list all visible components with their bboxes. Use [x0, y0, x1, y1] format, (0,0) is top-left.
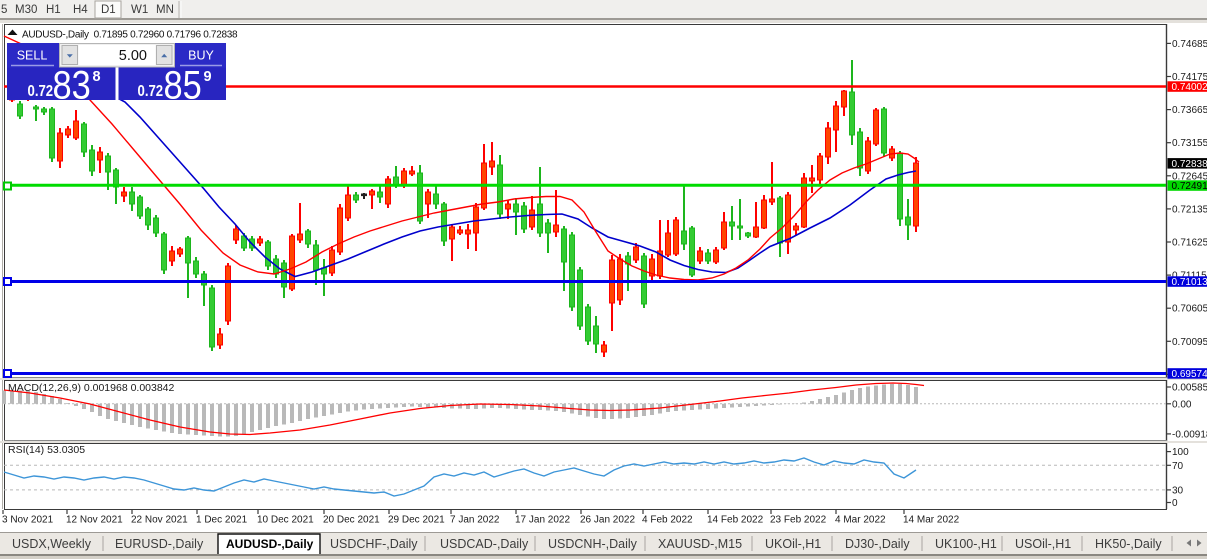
svg-text:RSI(14) 53.0305: RSI(14) 53.0305 [8, 444, 85, 456]
svg-text:20 Dec 2021: 20 Dec 2021 [323, 515, 380, 526]
svg-text:USDX,Weekly: USDX,Weekly [12, 537, 92, 551]
svg-text:AUDUSD-,Daily: AUDUSD-,Daily [226, 537, 314, 551]
svg-text:EURUSD-,Daily: EURUSD-,Daily [115, 537, 204, 551]
svg-text:0.72645: 0.72645 [1172, 171, 1207, 182]
svg-text:5.00: 5.00 [119, 48, 147, 64]
svg-text:0.73665: 0.73665 [1172, 105, 1207, 116]
svg-text:XAUUSD-,M15: XAUUSD-,M15 [658, 537, 742, 551]
svg-text:W1: W1 [131, 4, 148, 16]
svg-text:MN: MN [156, 4, 174, 16]
svg-text:0: 0 [1172, 498, 1178, 509]
svg-text:DJ30-,Daily: DJ30-,Daily [845, 537, 910, 551]
svg-text:USDCHF-,Daily: USDCHF-,Daily [330, 537, 418, 551]
svg-text:0.72491: 0.72491 [1172, 181, 1207, 192]
svg-text:0.00: 0.00 [1172, 399, 1192, 410]
svg-text:0.72838: 0.72838 [1172, 159, 1207, 170]
svg-text:UK100-,H1: UK100-,H1 [935, 537, 997, 551]
svg-text:5: 5 [1, 4, 7, 16]
svg-text:14 Feb 2022: 14 Feb 2022 [707, 515, 764, 526]
svg-text:0.71013: 0.71013 [1172, 277, 1207, 288]
svg-text:9: 9 [204, 69, 212, 85]
svg-text:100: 100 [1172, 447, 1189, 458]
svg-text:7 Jan 2022: 7 Jan 2022 [450, 515, 500, 526]
svg-text:0.72135: 0.72135 [1172, 204, 1207, 215]
svg-text:14 Mar 2022: 14 Mar 2022 [903, 515, 960, 526]
svg-text:H4: H4 [73, 4, 88, 16]
svg-text:HK50-,Daily: HK50-,Daily [1095, 537, 1162, 551]
svg-text:8: 8 [93, 69, 101, 85]
svg-text:0.72: 0.72 [138, 83, 164, 100]
svg-text:85: 85 [164, 62, 202, 107]
svg-text:30: 30 [1172, 485, 1184, 496]
svg-text:17 Jan 2022: 17 Jan 2022 [515, 515, 570, 526]
svg-text:3 Nov 2021: 3 Nov 2021 [2, 515, 54, 526]
svg-text:4 Feb 2022: 4 Feb 2022 [642, 515, 693, 526]
svg-text:10 Dec 2021: 10 Dec 2021 [257, 515, 314, 526]
svg-text:0.69574: 0.69574 [1172, 369, 1207, 380]
svg-text:UKOil-,H1: UKOil-,H1 [765, 537, 821, 551]
svg-text:22 Nov 2021: 22 Nov 2021 [131, 515, 188, 526]
svg-text:0.70605: 0.70605 [1172, 304, 1207, 315]
svg-text:SELL: SELL [17, 49, 48, 63]
svg-text:-0.00918: -0.00918 [1172, 429, 1207, 440]
svg-text:23 Feb 2022: 23 Feb 2022 [770, 515, 827, 526]
svg-text:0.00585: 0.00585 [1172, 383, 1207, 394]
svg-text:AUDUSD-,Daily 0.71895 0.72960: AUDUSD-,Daily 0.71895 0.72960 0.71796 0.… [22, 30, 238, 41]
svg-text:USOil-,H1: USOil-,H1 [1015, 537, 1071, 551]
svg-text:12 Nov 2021: 12 Nov 2021 [66, 515, 123, 526]
svg-text:70: 70 [1172, 461, 1184, 472]
svg-text:1 Dec 2021: 1 Dec 2021 [196, 515, 248, 526]
svg-text:26 Jan 2022: 26 Jan 2022 [580, 515, 635, 526]
svg-text:H1: H1 [46, 4, 61, 16]
svg-text:4 Mar 2022: 4 Mar 2022 [835, 515, 886, 526]
svg-text:BUY: BUY [188, 49, 214, 63]
svg-text:0.70095: 0.70095 [1172, 337, 1207, 348]
svg-text:0.74685: 0.74685 [1172, 39, 1207, 50]
svg-text:USDCNH-,Daily: USDCNH-,Daily [548, 537, 638, 551]
svg-text:D1: D1 [101, 4, 116, 16]
svg-text:MACD(12,26,9) 0.001968 0.00384: MACD(12,26,9) 0.001968 0.003842 [8, 382, 175, 394]
svg-text:29 Dec 2021: 29 Dec 2021 [388, 515, 445, 526]
svg-text:USDCAD-,Daily: USDCAD-,Daily [440, 537, 529, 551]
svg-text:0.73155: 0.73155 [1172, 138, 1207, 149]
svg-text:0.71625: 0.71625 [1172, 238, 1207, 249]
svg-text:83: 83 [53, 62, 91, 107]
svg-text:0.74002: 0.74002 [1172, 82, 1207, 93]
svg-text:M30: M30 [15, 4, 37, 16]
svg-text:0.74175: 0.74175 [1172, 72, 1207, 83]
svg-text:0.72: 0.72 [28, 83, 54, 100]
svg-text:0.71115: 0.71115 [1172, 271, 1207, 282]
